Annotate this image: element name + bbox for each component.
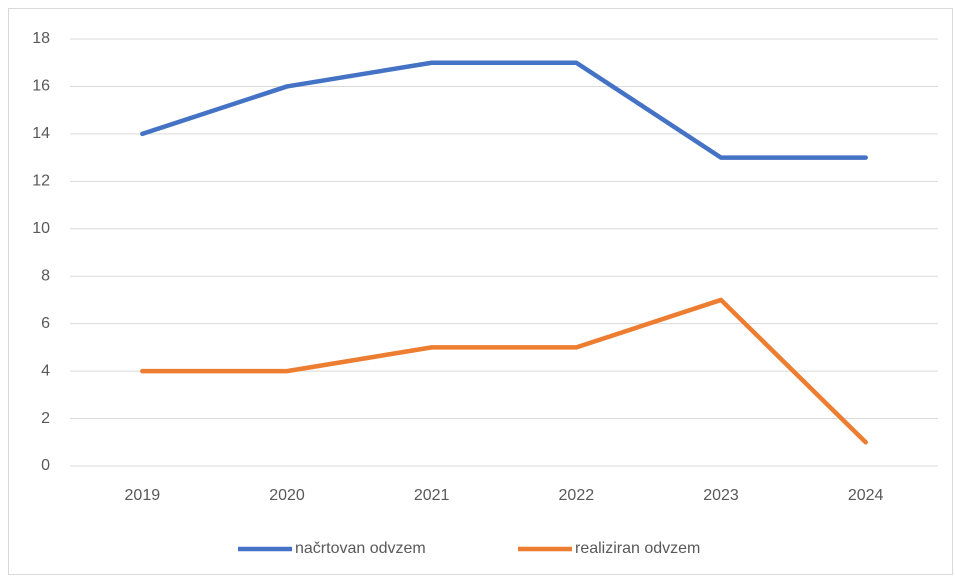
y-tick-label: 0 — [41, 457, 50, 474]
x-tick-label: 2021 — [414, 487, 450, 504]
legend-label: realiziran odvzem — [575, 540, 700, 557]
x-tick-label: 2023 — [703, 487, 739, 504]
series-line — [140, 60, 868, 160]
y-tick-label: 6 — [41, 315, 50, 332]
y-tick-label: 8 — [41, 267, 50, 284]
chart-border — [8, 8, 953, 575]
y-tick-label: 12 — [32, 173, 50, 190]
x-tick-label: 2022 — [559, 487, 595, 504]
series-line — [140, 297, 868, 445]
y-tick-label: 10 — [32, 220, 50, 237]
y-tick-label: 14 — [32, 125, 50, 142]
legend-label: načrtovan odvzem — [295, 540, 426, 557]
y-tick-label: 4 — [41, 362, 50, 379]
y-tick-label: 16 — [32, 78, 50, 95]
x-tick-label: 2020 — [269, 487, 305, 504]
x-tick-label: 2019 — [125, 487, 161, 504]
y-tick-label: 18 — [32, 30, 50, 47]
y-tick-label: 2 — [41, 410, 50, 427]
x-tick-label: 2024 — [848, 487, 884, 504]
